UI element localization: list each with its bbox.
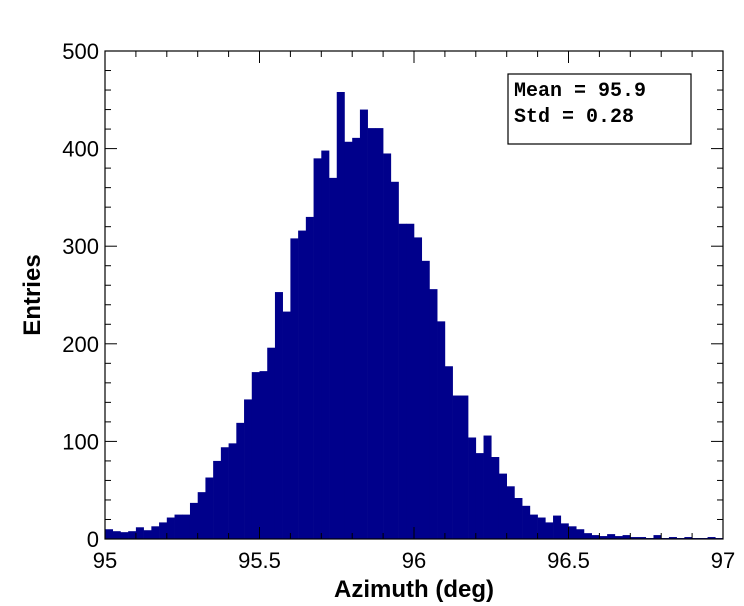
x-tick-label: 96.5 bbox=[547, 548, 590, 573]
histogram-bar bbox=[475, 453, 484, 539]
histogram-bar bbox=[583, 533, 592, 539]
stats-std: Std = 0.28 bbox=[514, 106, 634, 129]
histogram-bars bbox=[105, 91, 724, 540]
histogram-bar bbox=[375, 128, 384, 539]
histogram-bar bbox=[653, 535, 662, 539]
histogram-bar bbox=[151, 526, 160, 539]
histogram-bar bbox=[591, 535, 600, 539]
histogram-bar bbox=[607, 534, 616, 539]
histogram-bar bbox=[568, 526, 577, 539]
histogram-bar bbox=[197, 492, 206, 539]
histogram-bar bbox=[336, 91, 345, 539]
histogram-bar bbox=[290, 238, 299, 539]
histogram-bar bbox=[491, 457, 500, 539]
x-tick-label: 95 bbox=[93, 548, 117, 573]
histogram-bar bbox=[313, 158, 322, 540]
histogram-bar bbox=[452, 395, 461, 539]
histogram-bar bbox=[159, 522, 168, 539]
histogram-bar bbox=[135, 527, 144, 539]
histogram-bar bbox=[251, 372, 260, 539]
histogram-bar bbox=[305, 216, 314, 540]
histogram-bar bbox=[205, 477, 214, 539]
histogram-bar bbox=[228, 443, 237, 539]
histogram-bar bbox=[105, 529, 114, 539]
histogram-bar bbox=[213, 460, 222, 539]
histogram-bar bbox=[383, 153, 392, 540]
histogram-bar bbox=[344, 141, 353, 539]
histogram-bar bbox=[630, 537, 639, 539]
histogram-bar bbox=[189, 502, 198, 539]
histogram-bar bbox=[406, 223, 415, 539]
histogram-bar bbox=[437, 321, 446, 539]
histogram-bar bbox=[421, 260, 430, 539]
axis-ticks bbox=[104, 50, 724, 540]
histogram-bar bbox=[707, 537, 716, 539]
y-tick-label: 100 bbox=[62, 429, 99, 454]
histogram-bar bbox=[498, 473, 507, 539]
histogram-bar bbox=[244, 399, 253, 539]
histogram-bar bbox=[506, 486, 515, 539]
histogram-bar bbox=[684, 537, 693, 539]
y-tick-label: 300 bbox=[62, 234, 99, 259]
histogram-bar bbox=[468, 437, 477, 539]
histogram-bar bbox=[236, 422, 245, 539]
histogram-bar bbox=[274, 292, 283, 539]
histogram-bar bbox=[267, 347, 276, 539]
histogram-bar bbox=[638, 537, 647, 539]
histogram-bar bbox=[359, 109, 368, 539]
histogram-bar bbox=[220, 447, 229, 539]
y-tick-label: 400 bbox=[62, 137, 99, 162]
histogram-bar bbox=[553, 515, 562, 539]
histogram-bar bbox=[321, 150, 330, 539]
x-tick-label: 95.5 bbox=[238, 548, 281, 573]
histogram-bar bbox=[537, 517, 546, 539]
y-axis-title: Entries bbox=[19, 254, 46, 335]
histogram-bar bbox=[298, 230, 307, 540]
histogram-bar bbox=[668, 537, 677, 539]
histogram-bar bbox=[390, 181, 399, 539]
histogram-bar bbox=[545, 522, 554, 539]
histogram-bar bbox=[622, 535, 631, 539]
histogram-bar bbox=[599, 536, 608, 539]
histogram-bar bbox=[522, 505, 531, 539]
histogram-bar bbox=[614, 536, 623, 539]
histogram-bar bbox=[560, 523, 569, 539]
y-tick-label: 200 bbox=[62, 332, 99, 357]
x-tick-label: 97 bbox=[711, 548, 735, 573]
histogram-bar bbox=[514, 498, 523, 539]
histogram-bar bbox=[174, 514, 183, 539]
histogram-bar bbox=[259, 371, 268, 539]
histogram-bar bbox=[398, 223, 407, 539]
histogram-bar bbox=[329, 177, 338, 539]
histogram-bar bbox=[460, 395, 469, 539]
axis-tick-labels: 95 95.5 96 96.5 97 0 100 200 300 400 500 bbox=[62, 39, 735, 573]
histogram-bar bbox=[483, 435, 492, 539]
x-tick-label: 96 bbox=[402, 548, 426, 573]
x-axis-title: Azimuth (deg) bbox=[334, 576, 494, 603]
stats-box-frame bbox=[507, 73, 692, 145]
histogram-bar bbox=[143, 530, 152, 539]
histogram-bar bbox=[429, 289, 438, 539]
histogram-bar bbox=[414, 237, 423, 539]
histogram-bar bbox=[182, 514, 191, 539]
histogram-bar bbox=[352, 137, 361, 539]
histogram-bar bbox=[529, 514, 538, 539]
histogram-bar bbox=[576, 529, 585, 539]
histogram-bar bbox=[128, 531, 137, 539]
histogram-bar bbox=[166, 517, 175, 539]
histogram-bar bbox=[112, 531, 121, 539]
y-tick-label: 0 bbox=[87, 527, 99, 552]
stats-mean: Mean = 95.9 bbox=[514, 80, 646, 103]
y-tick-label: 500 bbox=[62, 39, 99, 64]
stats-box: Mean = 95.9 Std = 0.28 bbox=[507, 73, 692, 145]
histogram-bar bbox=[282, 311, 291, 539]
histogram-bar bbox=[367, 128, 376, 539]
histogram-bar bbox=[444, 366, 453, 539]
histogram-bar bbox=[120, 532, 129, 539]
